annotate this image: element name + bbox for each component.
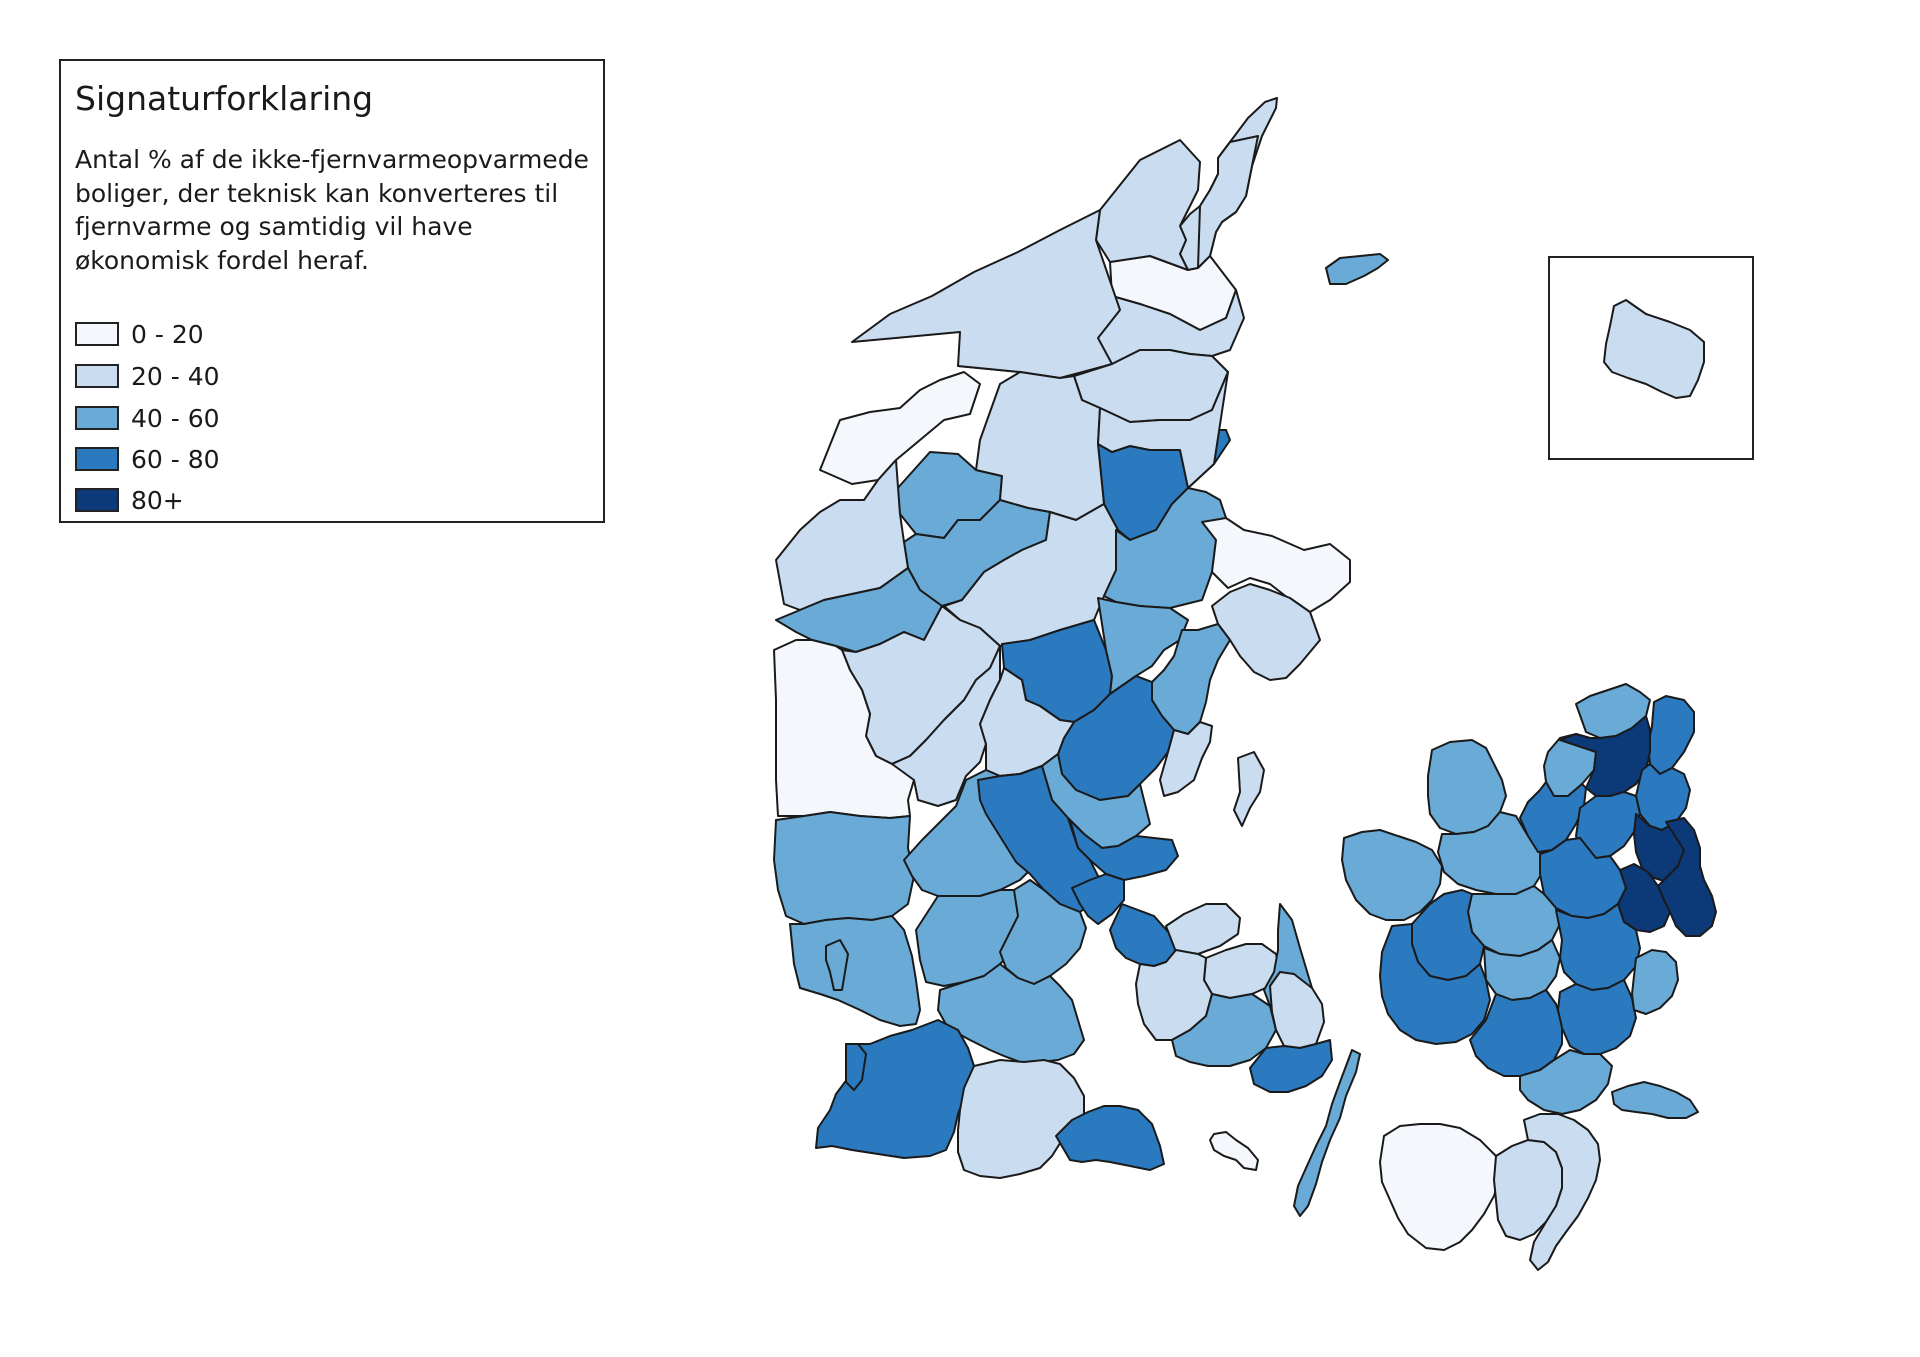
region-tonder: [815, 1019, 975, 1159]
legend-swatch: [75, 406, 119, 430]
legend-description: Antal % af de ikke-fjernvarmeopvarmede b…: [75, 145, 589, 275]
region-varde: [773, 811, 915, 925]
legend-swatch: [75, 322, 119, 346]
legend-box: Signaturforklaring Antal % af de ikke-fj…: [59, 59, 605, 523]
region-stevns: [1631, 949, 1679, 1015]
region-vordingborg: [1519, 1049, 1613, 1115]
region-haderslev: [937, 963, 1085, 1063]
region-odder: [1159, 721, 1213, 797]
legend-label: 0 - 20: [131, 319, 204, 349]
region-faxe: [1557, 979, 1637, 1055]
region-bogense: [1165, 903, 1241, 955]
legend-item: 20 - 40: [75, 361, 220, 391]
region-lolland: [1379, 1123, 1501, 1251]
region-esbjerg: [789, 915, 921, 1027]
region-kolding: [999, 879, 1087, 985]
region-slagelse: [1379, 923, 1491, 1045]
region-syddjurs: [1211, 583, 1321, 681]
region-helsingor: [1647, 695, 1695, 775]
region-aero: [1209, 1131, 1259, 1171]
legend-item: 60 - 80: [75, 444, 220, 474]
region-romo: [845, 1043, 867, 1091]
region-mon: [1611, 1081, 1699, 1119]
region-falster-south: [1523, 1113, 1601, 1271]
region-langeland: [1293, 1049, 1361, 1217]
region-hedensted: [1069, 819, 1179, 881]
legend-item: 80+: [75, 485, 184, 515]
region-fredericia: [1071, 873, 1125, 925]
legend-swatch: [75, 488, 119, 512]
region-sonderborg: [1055, 1105, 1165, 1171]
legend-swatch: [75, 447, 119, 471]
region-fano: [825, 939, 849, 991]
region-hjorring: [1095, 139, 1201, 271]
region-svendborg: [1249, 1039, 1333, 1093]
region-naestved: [1469, 989, 1563, 1077]
legend-swatch: [75, 364, 119, 388]
municipality-regions: [773, 97, 1717, 1271]
legend-label: 80+: [131, 485, 184, 515]
region-frederikshavn-area: [1197, 135, 1259, 269]
legend-item: 40 - 60: [75, 403, 220, 433]
bornholm-inset-frame: [1548, 256, 1754, 460]
region-favrskov: [1097, 597, 1189, 695]
legend-label: 60 - 80: [131, 444, 220, 474]
region-norddjurs: [1201, 517, 1351, 613]
region-bornholm: [1603, 299, 1705, 399]
region-copenhagen-core: [1657, 817, 1717, 937]
region-hillerod: [1559, 715, 1651, 797]
region-rebild: [1097, 371, 1229, 489]
region-anholt: [1325, 253, 1389, 285]
legend-title: Signaturforklaring: [75, 79, 374, 118]
region-samso: [1233, 751, 1265, 827]
region-nyborg: [1269, 971, 1325, 1049]
region-kalundborg: [1341, 829, 1443, 921]
legend-label: 40 - 60: [131, 403, 220, 433]
region-jammerbugt: [851, 209, 1121, 379]
legend-label: 20 - 40: [131, 361, 220, 391]
legend-item: 0 - 20: [75, 319, 204, 349]
region-middelfart: [1109, 903, 1177, 967]
region-aabenraa: [957, 1059, 1085, 1179]
